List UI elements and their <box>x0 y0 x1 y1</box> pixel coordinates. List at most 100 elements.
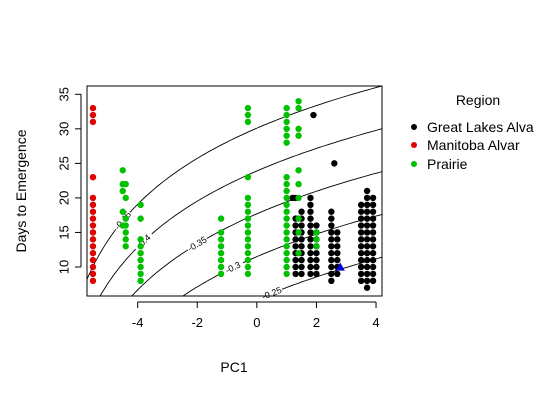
scatter-point <box>292 243 299 250</box>
legend: Region Great Lakes Alva Manitoba Alvar P… <box>411 92 534 172</box>
scatter-point <box>244 270 252 278</box>
scatter-point <box>283 256 290 264</box>
scatter-point <box>307 263 314 271</box>
scatter-point <box>328 243 335 250</box>
scatter-point <box>122 229 129 236</box>
scatter-point <box>307 201 314 209</box>
scatter-point <box>283 229 290 236</box>
scatter-point <box>307 249 314 257</box>
scatter-point <box>363 284 371 291</box>
scatter-point <box>357 243 365 250</box>
scatter-point <box>137 256 144 264</box>
scatter-point <box>89 249 97 257</box>
contour-line <box>72 296 397 413</box>
scatter-point <box>217 256 225 264</box>
scatter-point <box>283 118 290 126</box>
scatter-point <box>328 249 335 257</box>
scatter-point <box>298 222 305 229</box>
scatter-point <box>363 249 371 257</box>
scatter-point <box>357 215 365 222</box>
scatter-point <box>298 263 305 271</box>
scatter-point <box>307 243 314 250</box>
scatter-point <box>244 104 252 112</box>
scatter-point <box>295 104 302 112</box>
scatter-point <box>217 236 225 243</box>
scatter-point <box>89 243 97 250</box>
scatter-point <box>331 160 338 167</box>
scatter-point <box>334 270 341 278</box>
scatter-point <box>357 256 365 264</box>
scatter-point <box>334 249 341 257</box>
y-tick-label: 20 <box>56 191 71 205</box>
y-tick-label: 25 <box>56 156 71 170</box>
scatter-point <box>369 208 377 215</box>
scatter-point <box>89 277 97 285</box>
scatter-point <box>217 215 225 222</box>
legend-title: Region <box>456 92 500 108</box>
scatter-point <box>89 173 97 181</box>
x-tick-label: 2 <box>313 315 320 330</box>
scatter-point <box>137 277 144 285</box>
scatter-point <box>295 249 302 257</box>
scatter-point <box>307 222 314 229</box>
scatter-point <box>313 229 320 236</box>
scatter-point <box>357 222 365 229</box>
scatter-point <box>244 229 252 236</box>
scatter-point <box>369 270 377 278</box>
scatter-point <box>357 263 365 271</box>
scatter-point <box>363 215 371 222</box>
scatter-point <box>89 208 97 215</box>
scatter-point <box>313 249 320 257</box>
x-tick-label: 4 <box>372 315 379 330</box>
legend-marker-great-lakes <box>411 124 417 130</box>
y-axis: 10 15 20 25 30 35 <box>56 87 82 274</box>
scatter-point <box>119 187 126 195</box>
scatter-point <box>334 229 341 236</box>
scatter-point <box>363 222 371 229</box>
scatter-point <box>137 236 144 243</box>
scatter-point <box>283 263 290 271</box>
scatter-point <box>89 111 97 119</box>
scatter-point <box>122 243 129 250</box>
scatter-point <box>298 256 305 264</box>
scatter-point <box>89 104 97 112</box>
contour-label-bg <box>185 234 210 254</box>
scatter-point <box>363 243 371 250</box>
scatter-point <box>298 236 305 243</box>
scatter-point <box>244 118 252 126</box>
scatter-point <box>283 180 290 188</box>
scatter-point <box>369 277 377 285</box>
scatter-point <box>357 249 365 257</box>
scatter-point <box>369 201 377 209</box>
contour-label-bg <box>111 208 134 233</box>
scatter-point <box>369 194 377 202</box>
scatter-point <box>369 256 377 264</box>
y-axis-title: Days to Emergence <box>13 129 29 252</box>
scatter-point <box>295 194 302 202</box>
scatter-point <box>244 173 252 181</box>
scatter-point <box>89 118 97 126</box>
contour-line <box>72 382 397 413</box>
scatter-point <box>283 243 290 250</box>
scatter-point <box>244 194 252 202</box>
scatter-point <box>89 229 97 236</box>
scatter-point <box>137 270 144 278</box>
scatter-point <box>310 111 317 119</box>
scatter-point <box>244 215 252 222</box>
scatter-point <box>283 111 290 119</box>
legend-label-manitoba: Manitoba Alvar <box>427 137 520 153</box>
scatter-point <box>244 208 252 215</box>
scatter-point <box>369 236 377 243</box>
scatter-point <box>307 256 314 264</box>
scatter-point <box>363 201 371 209</box>
scatter-point <box>313 236 320 243</box>
scatter-point <box>244 256 252 264</box>
y-tick-label: 30 <box>56 122 71 136</box>
legend-marker-prairie <box>411 161 417 167</box>
scatter-point <box>313 270 320 278</box>
triangle-point <box>335 262 345 271</box>
scatter-point <box>357 236 365 243</box>
scatter-point <box>89 222 97 229</box>
scatter-point <box>357 229 365 236</box>
